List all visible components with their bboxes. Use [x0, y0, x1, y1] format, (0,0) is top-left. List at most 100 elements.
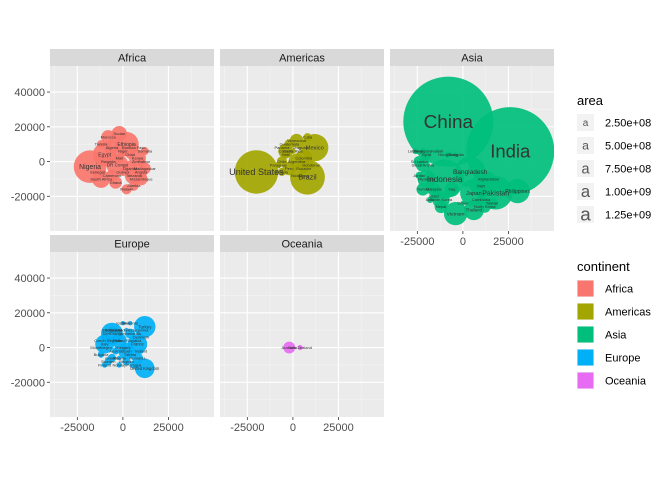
size-legend-glyph: a — [583, 118, 589, 129]
bubble-label-mongolia: Mongolia — [447, 152, 464, 157]
bubble-label-jordan: Jordan — [413, 173, 425, 178]
bubble-label-sudan: Sudan — [113, 131, 125, 136]
bubble-label-madagascar: Madagascar — [134, 166, 157, 171]
bubble-mongolia — [453, 152, 458, 157]
bubble-label-serbia: Serbia — [124, 352, 136, 357]
bubble-albania — [117, 355, 122, 361]
bubbles-europe — [95, 315, 156, 379]
size-legend-label: 7.50e+08 — [605, 164, 651, 176]
gridlines — [220, 252, 384, 417]
color-legend-label-oceania: Oceania — [605, 376, 647, 388]
bubble-guinea — [118, 167, 128, 177]
x-tick-label: 0 — [120, 422, 126, 434]
bubble-hong-kong — [445, 151, 452, 158]
bubble-label-ireland: Ireland — [135, 348, 147, 353]
strip-africa — [50, 49, 214, 66]
bubble-label-austria: Austria — [109, 348, 122, 353]
bubble-label-uruguay: Uruguay — [293, 145, 308, 150]
bubble-label-niger: Niger — [118, 149, 128, 154]
bubble-label-south-africa: South Africa — [90, 176, 112, 181]
bubble-bulgaria — [97, 351, 105, 358]
bubble-cuba — [303, 133, 312, 142]
color-legend-swatch-americas — [577, 303, 594, 320]
bubble-serbia — [126, 351, 134, 358]
bubble-label-canada: Canada — [279, 149, 294, 154]
bubble-ecuador — [298, 163, 309, 174]
bubbles-africa — [73, 126, 151, 195]
bubble-label-montenegro: Montenegro — [90, 345, 112, 350]
bubble-label-uganda: Uganda — [123, 166, 138, 171]
bubble-label-taiwan: Taiwan — [486, 201, 498, 206]
bubble-label-egypt: Egypt — [98, 152, 111, 158]
bubble-label-nigeria: Nigeria — [79, 164, 101, 171]
color-legend-swatch-oceania — [577, 372, 594, 389]
bubble-label-nicaragua: Nicaragua — [291, 173, 310, 178]
bubble-label-greece: Greece — [105, 355, 119, 360]
bubble-label-yemen: Yemen — [417, 187, 429, 192]
bubble-label-kenya: Kenya — [132, 155, 144, 160]
y-tick-label: 0 — [39, 157, 45, 169]
bubble-label-bosnia-and-herzegovina: Bosnia and Herzegovina — [105, 328, 149, 333]
bubble-label-italy: Italy — [101, 341, 108, 346]
bubble-norway — [116, 362, 123, 368]
bubble-turkey — [134, 315, 156, 338]
bubble-label-spain: Spain — [121, 348, 131, 353]
bubble-malaysia — [427, 182, 441, 196]
bubble-label-guinea: Guinea — [116, 169, 130, 174]
bubble-afghanistan — [481, 171, 496, 186]
bubble-rwanda — [104, 157, 113, 166]
bubble-label-morocco: Morocco — [101, 135, 117, 140]
bubble-iceland — [120, 321, 126, 326]
bubble-label-new-zealand: New Zealand — [288, 345, 312, 350]
y-tick-label: -20000 — [11, 191, 45, 203]
bubble-montenegro — [98, 345, 104, 350]
bubble-label-albania: Albania — [113, 355, 127, 360]
bubble-uruguay — [297, 145, 303, 150]
bubble-oman — [460, 200, 466, 206]
bubble-label-thailand: Thailand — [466, 208, 483, 213]
bubble-label-argentina: Argentina — [288, 159, 306, 164]
bubble-label-oman: Oman — [457, 201, 468, 206]
bubble-croatia — [113, 327, 119, 333]
bubble-bolivia — [277, 167, 286, 176]
bubble-label-bulgaria: Bulgaria — [94, 352, 109, 357]
bubble-labels-asia: China India Indonesia Pakistan Bangladesh Jap… — [408, 112, 531, 217]
size-legend-label: 1.00e+09 — [605, 187, 651, 199]
bubble-label-chile: Chile — [277, 159, 287, 164]
bubble-ireland — [138, 348, 144, 354]
color-legend-label-asia: Asia — [605, 330, 627, 342]
bubble-cameroon — [106, 169, 118, 182]
strip-label-africa: Africa — [118, 53, 147, 65]
x-tick-label: -25000 — [400, 236, 434, 248]
bubble-label-malawi: Malawi — [120, 187, 133, 192]
bubble-label-algeria: Algeria — [106, 145, 119, 150]
size-legend-label: 1.25e+09 — [605, 210, 651, 222]
bubble-label-paraguay: Paraguay — [270, 162, 287, 167]
bubble-label-finland: Finland — [98, 362, 111, 367]
bubble-burkina-faso — [128, 142, 139, 153]
bubble-somalia — [140, 147, 149, 156]
bubble-label-sweden: Sweden — [101, 359, 115, 364]
bubble-labels-americas: United States Brazil Mexico ColombiaArgenti… — [229, 135, 324, 182]
size-legend-glyph: a — [580, 204, 591, 225]
bubble-label-romania: Romania — [129, 355, 146, 360]
bubbles-asia — [403, 76, 554, 226]
color-legend-swatch-europe — [577, 349, 594, 366]
bubble-label-india: India — [490, 141, 531, 162]
bubble-malawi — [121, 184, 132, 195]
bubble-label-cuba: Cuba — [303, 135, 313, 140]
bubble-chad — [125, 150, 135, 159]
strip-label-americas: Americas — [279, 53, 325, 65]
bubble-label-tanzania: Tanzania — [126, 173, 143, 178]
y-tick-label: -20000 — [11, 377, 45, 389]
bubble-label-kuwait: Kuwait — [431, 149, 444, 154]
bubble-label-cambodia: Cambodia — [472, 197, 491, 202]
strip-label-europe: Europe — [114, 239, 149, 251]
bubble-label-afghanistan: Afghanistan — [478, 176, 499, 181]
color-legend-label-americas: Americas — [605, 307, 651, 319]
bubble-label-zambia: Zambia — [127, 183, 141, 188]
bubble-hungary — [119, 343, 127, 352]
bubble-label-china: China — [424, 112, 474, 133]
bubble-panama — [279, 145, 285, 151]
